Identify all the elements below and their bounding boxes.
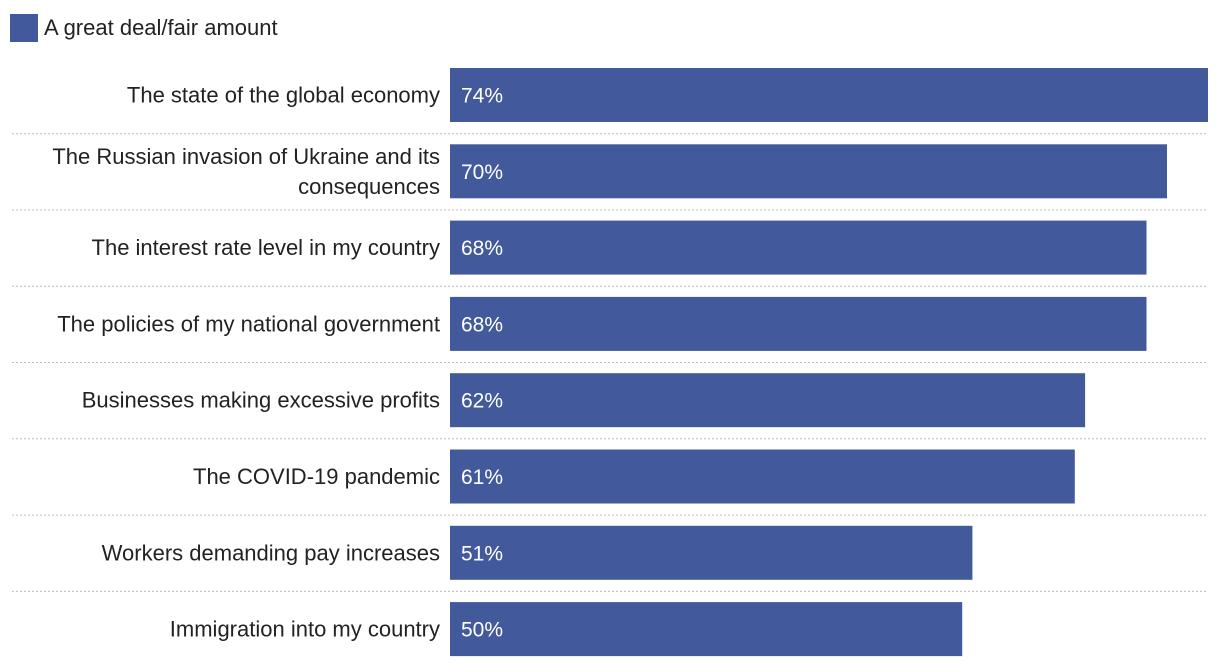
- bar: [450, 449, 1075, 504]
- legend: A great deal/fair amount: [10, 13, 278, 43]
- data-label: 50%: [461, 619, 503, 642]
- data-label: 68%: [461, 313, 503, 336]
- legend-label: A great deal/fair amount: [44, 15, 278, 40]
- category-label-line: Workers demanding pay increases: [102, 540, 440, 565]
- bar: [450, 373, 1086, 428]
- data-label: 70%: [461, 161, 503, 184]
- bar: [450, 68, 1208, 122]
- category-label-line: The Russian invasion of Ukraine and its: [52, 144, 440, 169]
- data-label: 61%: [461, 466, 503, 489]
- category-label-line: The state of the global economy: [127, 83, 440, 108]
- category-label: The interest rate level in my country: [92, 235, 440, 260]
- category-label-line: consequences: [298, 174, 440, 199]
- category-label: Workers demanding pay increases: [102, 540, 440, 565]
- category-label: Immigration into my country: [170, 617, 440, 642]
- legend-swatch: [10, 14, 38, 42]
- category-label: The policies of my national government: [57, 311, 440, 336]
- category-label-line: The interest rate level in my country: [92, 235, 440, 260]
- bar: [450, 296, 1147, 351]
- category-label: The Russian invasion of Ukraine and its c…: [52, 144, 440, 199]
- category-label-line: Businesses making excessive profits: [82, 388, 440, 413]
- data-label: 62%: [461, 390, 503, 413]
- category-label: The COVID-19 pandemic: [193, 464, 440, 489]
- bar: [450, 602, 963, 657]
- category-label: Businesses making excessive profits: [82, 388, 440, 413]
- data-label: 68%: [461, 237, 503, 260]
- data-label: 51%: [461, 542, 503, 565]
- category-label-line: The policies of my national government: [57, 311, 440, 336]
- bar: [450, 525, 973, 580]
- category-label-line: Immigration into my country: [170, 617, 440, 642]
- bar: [450, 144, 1167, 199]
- bar: [450, 220, 1147, 275]
- category-label: The state of the global economy: [127, 83, 440, 108]
- data-label: 74%: [461, 85, 503, 108]
- category-label-line: The COVID-19 pandemic: [193, 464, 440, 489]
